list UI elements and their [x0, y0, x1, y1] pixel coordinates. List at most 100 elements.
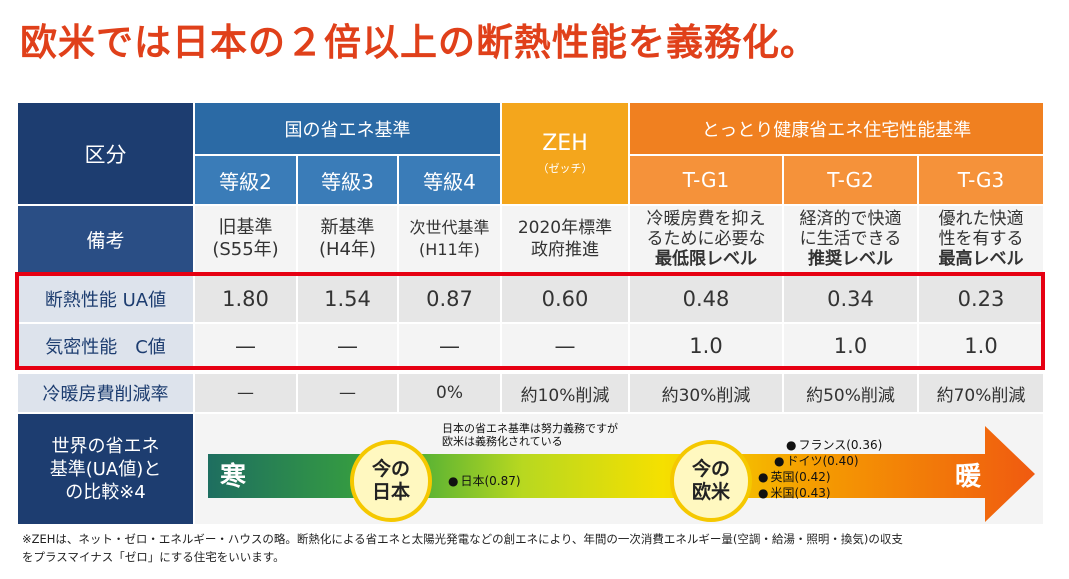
biko-cell-4-line2: 政府推進	[531, 240, 599, 260]
biko-cell-1: 旧基準 (S55年)	[195, 206, 296, 272]
header-zeh-sub: （ゼッチ）	[537, 162, 593, 175]
header-col-tg1: T-G1	[630, 156, 782, 204]
row-label-c: 気密性能 C値	[18, 324, 193, 368]
row-label-biko: 備考	[18, 206, 193, 272]
biko-cell-6-line2: に生活できる	[799, 229, 902, 249]
japan-circle: 今の 日本	[350, 440, 432, 522]
row-label-ua-text: 断熱性能 UA値	[44, 290, 167, 311]
c-value-4-text: —	[554, 334, 576, 358]
ua-value-3: 0.87	[399, 276, 500, 322]
ua-value-7-text: 0.23	[957, 287, 1005, 311]
c-value-3: —	[399, 324, 500, 368]
c-value-6-text: 1.0	[833, 334, 868, 358]
ua-value-5-text: 0.48	[682, 287, 730, 311]
obligation-note-line1: 日本の省エネ基準は努力義務ですが	[442, 422, 618, 435]
reduction-value-5: 約30%削減	[630, 374, 782, 412]
header-col-tg2: T-G2	[784, 156, 917, 204]
header-col-tg3: T-G3	[919, 156, 1043, 204]
footnote-line1: ※ZEHは、ネット・ゼロ・エネルギー・ハウスの略。断熱化による省エネと太陽光発電…	[22, 532, 903, 546]
header-col-grade4: 等級4	[399, 156, 500, 204]
c-value-5-text: 1.0	[689, 334, 723, 358]
reduction-value-5-text: 約30%削減	[661, 385, 751, 406]
biko-cell-7: 優れた快適 性を有する 最高レベル	[919, 206, 1043, 272]
warm-label: 暖	[955, 462, 982, 492]
row-label-world-line1: 世界の省エネ	[51, 435, 160, 457]
japan-dot-label: 日本(0.87)	[448, 472, 520, 489]
japan-circle-line2: 日本	[371, 481, 410, 503]
ua-value-2: 1.54	[298, 276, 397, 322]
reduction-value-1-text: —	[237, 383, 254, 403]
ua-value-2-text: 1.54	[324, 287, 371, 311]
reduction-value-6: 約50%削減	[784, 374, 917, 412]
ua-value-1: 1.80	[195, 276, 296, 322]
gradient-arrow-icon	[208, 426, 1035, 522]
west-circle-line2: 欧米	[691, 481, 730, 503]
header-col-grade3: 等級3	[298, 156, 397, 204]
header-kuni-label: 国の省エネ基準	[284, 119, 411, 141]
biko-cell-6-line3: 推奨レベル	[808, 249, 893, 269]
header-col-tg3-label: T-G3	[957, 168, 1005, 192]
page-title: 欧米では日本の２倍以上の断熱性能を義務化。	[20, 21, 818, 64]
biko-cell-5-line2: るために必要な	[646, 229, 766, 249]
ua-value-5: 0.48	[630, 276, 782, 322]
biko-cell-1-line1: 旧基準	[218, 217, 273, 238]
biko-cell-3-line1: 次世代基準	[409, 218, 490, 237]
biko-cell-7-line2: 性を有する	[938, 229, 1024, 249]
reduction-value-4: 約10%削減	[502, 374, 628, 412]
ua-value-3-text: 0.87	[426, 287, 473, 311]
footnote: ※ZEHは、ネット・ゼロ・エネルギー・ハウスの略。断熱化による省エネと太陽光発電…	[22, 530, 1052, 566]
reduction-value-7-text: 約70%削減	[936, 385, 1026, 406]
row-label-c-text: 気密性能 C値	[45, 337, 166, 358]
ua-value-4: 0.60	[502, 276, 628, 322]
obligation-note-line2: 欧米は義務化されている	[442, 435, 563, 448]
c-value-1-text: —	[235, 334, 256, 358]
temperature-arrow: 寒 暖 今の 日本 今の 欧米 日本の省エネ基準は努力義務ですが 欧米は義務化さ…	[200, 418, 1040, 526]
reduction-value-2-text: —	[339, 383, 356, 403]
us-dot-label: 米国(0.43)	[758, 484, 830, 501]
header-col-grade4-label: 等級4	[423, 169, 476, 194]
row-label-ua: 断熱性能 UA値	[18, 276, 193, 322]
header-col-tg2-label: T-G2	[827, 168, 874, 192]
biko-cell-7-line3: 最高レベル	[938, 249, 1024, 269]
c-value-7: 1.0	[919, 324, 1043, 368]
header-zeh: ZEH （ゼッチ）	[502, 103, 628, 204]
row-label-biko-text: 備考	[86, 229, 125, 252]
c-value-4: —	[502, 324, 628, 368]
row-label-world-line2: 基準(UA値)と	[49, 458, 162, 480]
header-kubun: 区分	[18, 103, 193, 204]
reduction-value-2: —	[298, 374, 397, 412]
japan-circle-line1: 今の	[371, 458, 410, 480]
biko-cell-5-line1: 冷暖房費を抑え	[646, 209, 766, 229]
ua-value-7: 0.23	[919, 276, 1043, 322]
biko-cell-2-line2: (H4年)	[318, 239, 377, 260]
header-zeh-label: ZEH	[542, 131, 588, 156]
biko-cell-4: 2020年標準 政府推進	[502, 206, 628, 272]
c-value-5: 1.0	[630, 324, 782, 368]
ua-value-6-text: 0.34	[827, 287, 874, 311]
biko-cell-5-line3: 最低限レベル	[655, 249, 757, 269]
biko-cell-5: 冷暖房費を抑え るために必要な 最低限レベル	[630, 206, 782, 272]
header-col-grade3-label: 等級3	[321, 169, 374, 194]
biko-cell-3: 次世代基準 (H11年)	[399, 206, 500, 272]
reduction-value-3-text: 0%	[436, 383, 463, 403]
header-col-tg1-label: T-G1	[682, 168, 730, 192]
reduction-value-6-text: 約50%削減	[806, 385, 895, 406]
row-label-world-line3: の比較※4	[65, 481, 146, 503]
row-label-world: 世界の省エネ 基準(UA値)と の比較※4	[18, 414, 193, 524]
header-col-grade2: 等級2	[195, 156, 296, 204]
header-kubun-label: 区分	[84, 142, 127, 167]
ua-value-4-text: 0.60	[541, 287, 589, 311]
footnote-line2: をプラスマイナス「ゼロ」にする住宅をいいます。	[22, 550, 285, 564]
reduction-value-3: 0%	[399, 374, 500, 412]
germany-dot-label: ドイツ(0.40)	[774, 452, 858, 469]
biko-cell-4-line1: 2020年標準	[517, 218, 613, 238]
reduction-value-7: 約70%削減	[919, 374, 1043, 412]
biko-cell-1-line2: (S55年)	[212, 239, 279, 260]
header-tottori: とっとり健康省エネ住宅性能基準	[630, 103, 1043, 154]
header-kuni: 国の省エネ基準	[195, 103, 500, 154]
biko-cell-2-line1: 新基準	[320, 217, 375, 238]
ua-value-6: 0.34	[784, 276, 917, 322]
biko-cell-6-line1: 経済的で快適	[799, 209, 902, 229]
biko-cell-2: 新基準 (H4年)	[298, 206, 397, 272]
row-label-reduction: 冷暖房費削減率	[18, 374, 193, 412]
